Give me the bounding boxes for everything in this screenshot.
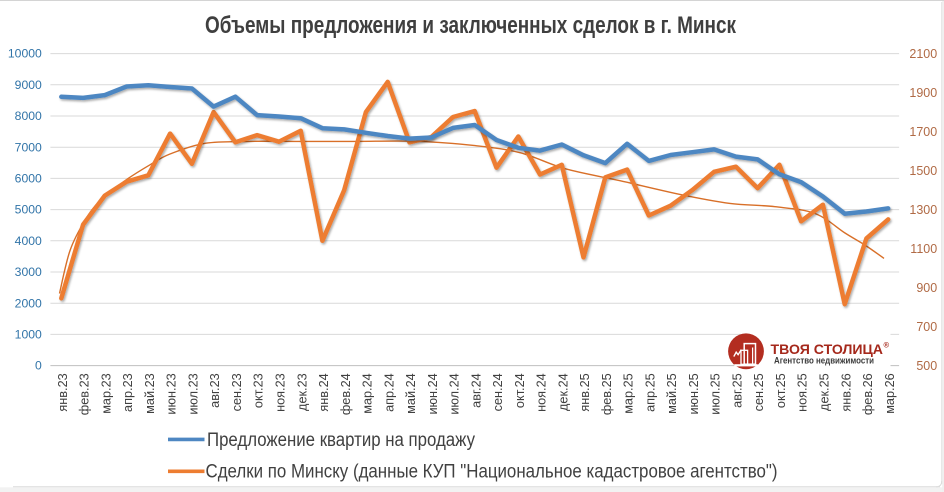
- svg-text:2000: 2000: [15, 296, 42, 310]
- svg-text:Сделки по Минску (данные КУП ": Сделки по Минску (данные КУП "Национальн…: [206, 461, 778, 482]
- svg-text:ТВОЯ СТОЛИЦА: ТВОЯ СТОЛИЦА: [771, 342, 884, 357]
- svg-text:сен.25: сен.25: [752, 373, 766, 411]
- svg-text:3000: 3000: [15, 265, 42, 279]
- svg-text:авг.25: авг.25: [731, 373, 745, 408]
- svg-text:2100: 2100: [909, 47, 937, 61]
- svg-text:1900: 1900: [909, 86, 937, 100]
- svg-text:апр.23: апр.23: [121, 373, 135, 412]
- svg-text:янв.25: янв.25: [578, 373, 592, 411]
- svg-text:1500: 1500: [909, 164, 937, 178]
- svg-text:5000: 5000: [15, 203, 42, 217]
- svg-text:сен.24: сен.24: [491, 373, 505, 411]
- svg-text:Объемы предложения и заключенн: Объемы предложения и заключенных сделок …: [205, 12, 737, 39]
- svg-text:окт.23: окт.23: [252, 373, 266, 408]
- svg-text:фев.26: фев.26: [861, 373, 875, 415]
- svg-text:мар.23: мар.23: [99, 373, 113, 413]
- svg-text:1000: 1000: [15, 328, 42, 342]
- svg-text:янв.24: янв.24: [317, 373, 331, 411]
- svg-text:май.24: май.24: [404, 373, 418, 414]
- svg-text:дек.23: дек.23: [295, 373, 309, 411]
- svg-text:апр.25: апр.25: [643, 373, 657, 412]
- svg-text:авг.24: авг.24: [469, 373, 483, 408]
- svg-text:Агентство недвижимости: Агентство недвижимости: [774, 355, 874, 365]
- svg-text:мар.24: мар.24: [361, 373, 375, 413]
- svg-text:®: ®: [884, 341, 890, 350]
- svg-text:1300: 1300: [909, 203, 937, 217]
- svg-text:дек.25: дек.25: [818, 373, 832, 411]
- svg-text:7000: 7000: [15, 140, 42, 154]
- svg-text:ноя.23: ноя.23: [274, 373, 288, 412]
- svg-text:500: 500: [916, 359, 937, 373]
- svg-text:ноя.25: ноя.25: [796, 373, 810, 412]
- svg-text:6000: 6000: [15, 172, 42, 186]
- svg-text:1700: 1700: [909, 125, 937, 139]
- svg-text:700: 700: [916, 320, 937, 334]
- svg-text:июл.25: июл.25: [709, 373, 723, 414]
- svg-text:дек.24: дек.24: [556, 373, 570, 411]
- svg-text:окт.25: окт.25: [774, 373, 788, 408]
- svg-text:10000: 10000: [8, 47, 42, 61]
- svg-text:сен.23: сен.23: [230, 373, 244, 411]
- svg-text:авг.23: авг.23: [208, 373, 222, 408]
- svg-text:июн.23: июн.23: [165, 373, 179, 414]
- svg-text:июн.25: июн.25: [687, 373, 701, 414]
- svg-text:фев.24: фев.24: [339, 373, 353, 415]
- svg-text:окт.24: окт.24: [513, 373, 527, 408]
- svg-text:июл.24: июл.24: [448, 373, 462, 414]
- svg-text:янв.23: янв.23: [56, 373, 70, 411]
- svg-text:май.23: май.23: [143, 373, 157, 414]
- svg-text:Предложение квартир на продажу: Предложение квартир на продажу: [207, 430, 475, 451]
- svg-text:мар.25: мар.25: [622, 373, 636, 413]
- svg-text:ноя.24: ноя.24: [535, 373, 549, 412]
- svg-text:900: 900: [916, 281, 937, 295]
- svg-text:июл.23: июл.23: [187, 373, 201, 414]
- svg-text:4000: 4000: [15, 234, 42, 248]
- svg-text:апр.24: апр.24: [382, 373, 396, 412]
- svg-text:июн.24: июн.24: [426, 373, 440, 414]
- svg-text:янв.26: янв.26: [839, 373, 853, 411]
- svg-text:1100: 1100: [910, 242, 937, 256]
- svg-text:8000: 8000: [15, 109, 42, 123]
- svg-text:май.25: май.25: [665, 373, 679, 414]
- svg-text:фев.23: фев.23: [78, 373, 92, 415]
- svg-text:0: 0: [35, 359, 42, 373]
- svg-text:фев.25: фев.25: [600, 373, 614, 415]
- svg-text:9000: 9000: [15, 78, 42, 92]
- svg-text:мар.26: мар.26: [883, 373, 897, 413]
